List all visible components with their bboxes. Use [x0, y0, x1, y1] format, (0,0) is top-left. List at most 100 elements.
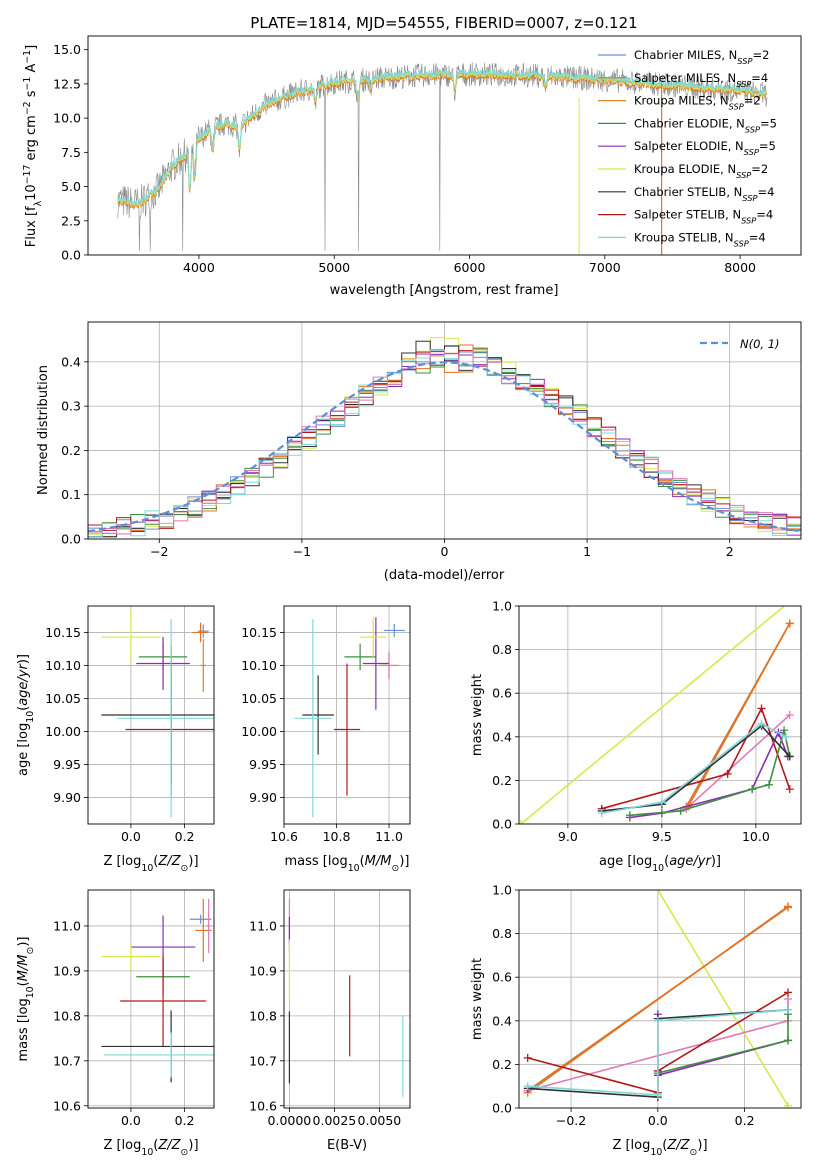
x-axis-label: age [log10(age/yr)]	[599, 854, 721, 874]
legend-entry: Chabrier ELODIE, NSSP=5	[634, 116, 777, 134]
data-point-marker	[523, 1082, 532, 1091]
plot-area-spectrum	[117, 62, 768, 255]
x-tick-label: 9.5	[652, 829, 672, 844]
axes-frame	[87, 35, 802, 256]
normal-curve	[88, 361, 801, 533]
y-tick-label: 2.5	[61, 213, 81, 228]
plot-area-age_vs_Z	[88, 606, 214, 824]
x-tick-label: 10.0	[742, 829, 770, 844]
data-point-marker	[653, 1090, 662, 1099]
x-tick-label: 0.0	[121, 829, 141, 844]
data-point-marker	[757, 704, 766, 713]
y-tick-label: 10.8	[53, 1008, 81, 1023]
legend-entry: Salpeter STELIB, NSSP=4	[634, 208, 773, 226]
y-tick-label: 0.2	[492, 1057, 512, 1072]
y-tick-label: 0.0	[492, 817, 512, 832]
x-axis-label: mass [log10(M/M⊙)]	[285, 854, 410, 874]
legend-entry: Kroupa STELIB, NSSP=4	[634, 230, 766, 248]
plot-area-mass_vs_Z	[88, 890, 214, 1108]
x-tick-label: 0	[441, 544, 449, 559]
model-spectrum	[117, 68, 768, 206]
axes-frame	[87, 321, 802, 540]
panel-age_vs_mass: 10.6 10.8 11.0 9.90 9.95 10.00 10.05 10.10 10.15	[241, 605, 411, 844]
weight-series	[657, 890, 789, 1107]
y-tick-label: 0.0	[492, 1101, 512, 1116]
y-tick-label: 10.0	[53, 111, 81, 126]
data-point-marker	[785, 619, 794, 628]
y-tick-label: 0.8	[492, 926, 512, 941]
x-tick-label: 8000	[724, 260, 756, 275]
y-tick-label: 1.0	[492, 883, 512, 898]
ticks-age_vs_Z: 0.0 0.2 9.90 9.95 10.00 10.05 10.10 10.15	[45, 625, 194, 844]
y-tick-label: 9.95	[249, 757, 277, 772]
data-point-marker	[523, 1053, 532, 1062]
weight-series	[601, 722, 787, 814]
y-tick-label: 10.7	[53, 1053, 81, 1068]
y-tick-label: 0.4	[61, 354, 81, 369]
chart-title: PLATE=1814, MJD=54555, FIBERID=0007, z=0…	[250, 14, 637, 32]
x-tick-label: 0.0000	[268, 1113, 312, 1128]
panel-weight_vs_Z: −0.2 0.0 0.2 0.0 0.2 0.4 0.6 0.8 1.0	[492, 883, 802, 1128]
y-tick-label: 11.0	[53, 918, 81, 933]
x-tick-label: 5000	[318, 260, 350, 275]
x-axis-label: wavelength [Angstrom, rest frame]	[330, 283, 559, 298]
data-point-marker	[748, 785, 757, 794]
y-tick-label: 0.6	[492, 686, 512, 701]
x-tick-label: 0.0	[648, 1113, 668, 1128]
y-tick-label: 0.0	[61, 532, 81, 547]
y-tick-label: 9.90	[249, 790, 277, 805]
x-axis-label: Z [log10(Z/Z⊙)]	[612, 1138, 707, 1158]
data-point-marker	[519, 820, 525, 824]
plot-area-mass_vs_ebv	[284, 890, 410, 1108]
ticks-spectrum: 4000 5000 6000 7000 8000 0.0 2.5 5.0 7.5 10.0 12.5…	[53, 42, 756, 275]
data-point-marker	[723, 769, 732, 778]
x-tick-label: −2	[150, 544, 168, 559]
y-tick-label: 10.05	[45, 691, 81, 706]
data-point-marker	[676, 806, 685, 815]
x-tick-label: 6000	[454, 260, 486, 275]
y-tick-label: 10.15	[241, 625, 277, 640]
data-point-marker	[597, 809, 606, 818]
panel-spectrum: 4000 5000 6000 7000 8000 0.0 2.5 5.0 7.5 10.0 12.5…	[53, 35, 802, 275]
x-tick-label: 4000	[183, 260, 215, 275]
plot-area-residuals	[88, 322, 801, 539]
axes-frame	[283, 605, 411, 825]
panel-mass_vs_ebv: 0.0000 0.0025 0.0050 10.6 10.7 10.8 10.9 11.0	[249, 889, 411, 1128]
histogram-series	[88, 348, 801, 539]
data-point-marker	[781, 732, 790, 741]
weight-series	[687, 623, 791, 807]
weight-series	[601, 706, 791, 810]
x-tick-label: 9.0	[558, 829, 578, 844]
ticks-weight_vs_age: 9.0 9.5 10.0 0.0 0.2 0.4 0.6 0.8 1.0	[492, 599, 770, 845]
plot-area-age_vs_mass	[284, 606, 410, 824]
y-tick-label: 10.00	[241, 724, 277, 739]
y-axis-label: age [log10(age/yr)]	[16, 654, 36, 776]
x-tick-label: −1	[293, 544, 311, 559]
data-point-marker	[625, 811, 634, 820]
y-tick-label: 0.4	[492, 1013, 512, 1028]
weight-series	[520, 606, 786, 824]
legend-entry: Chabrier STELIB, NSSP=4	[634, 185, 774, 203]
y-tick-label: 10.7	[249, 1053, 277, 1068]
x-tick-label: 7000	[589, 260, 621, 275]
y-tick-label: 10.6	[249, 1098, 277, 1113]
data-point-marker	[653, 1016, 662, 1025]
legend-entry: Salpeter ELODIE, NSSP=5	[634, 139, 776, 157]
legend-entry: Kroupa ELODIE, NSSP=2	[634, 162, 768, 180]
data-point-marker	[783, 988, 792, 997]
ticks-residuals: −2 −1 0 1 2 0.0 0.1 0.2 0.3 0.4	[61, 354, 734, 559]
data-point-marker	[783, 902, 792, 911]
y-tick-label: 10.10	[45, 658, 81, 673]
x-tick-label: 0.0025	[313, 1113, 357, 1128]
weight-series	[527, 1009, 789, 1096]
y-tick-label: 10.00	[45, 724, 81, 739]
y-tick-label: 10.8	[249, 1008, 277, 1023]
x-tick-label: 10.6	[270, 829, 298, 844]
y-tick-label: 0.0	[61, 248, 81, 263]
data-point-marker	[780, 726, 789, 735]
data-point-marker	[757, 719, 766, 728]
panel-age_vs_Z: 0.0 0.2 9.90 9.95 10.00 10.05 10.10 10.15	[45, 605, 215, 844]
x-axis-label: Z [log10(Z/Z⊙)]	[103, 1138, 198, 1158]
plot-area-weight_vs_age	[519, 606, 801, 824]
